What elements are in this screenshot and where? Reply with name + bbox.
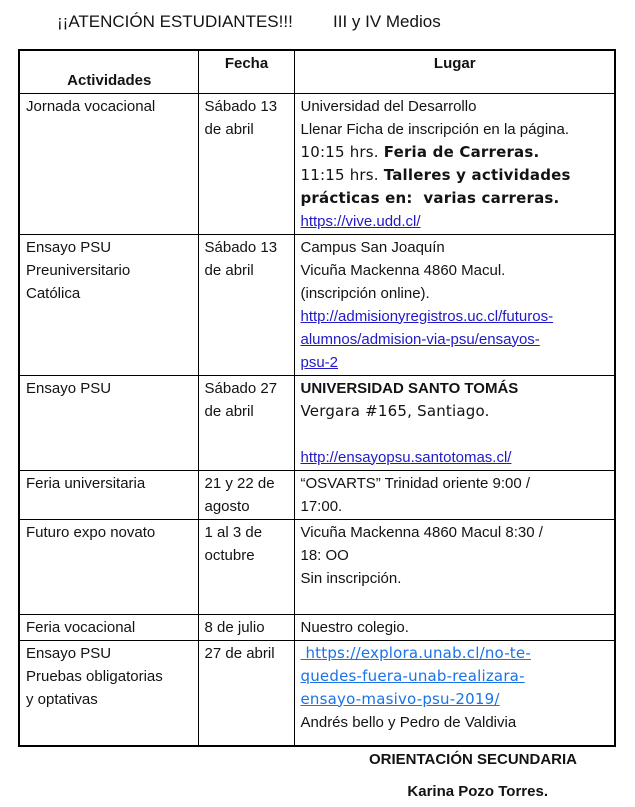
place-line: http://ensayopsu.santotomas.cl/ [301, 446, 610, 469]
footer-author: Karina Pozo Torres. [407, 783, 548, 800]
text-span: 11:15 hrs. [300, 165, 384, 184]
place-cell: UNIVERSIDAD SANTO TOMÁS Vergara #165, San… [293, 374, 616, 471]
text-span: Talleres y actividades prácticas en: var… [300, 165, 571, 207]
date-cell: 21 y 22 de agosto [197, 469, 295, 520]
place-line: UNIVERSIDAD SANTO TOMÁS [301, 377, 610, 400]
place-cell: “OSVARTS” Trinidad oriente 9:00 / 17:00. [293, 469, 616, 520]
table-row: Ensayo PSU Sábado 27 de abril UNIVERSIDAD … [18, 374, 616, 471]
activity-cell: Ensayo PSU Pruebas obligatorias y optati… [18, 639, 199, 747]
table-row: Futuro expo novato 1 al 3 de octubre Vicuñ… [18, 518, 616, 615]
place-line: Vicuña Mackenna 4860 Macul. [301, 259, 610, 282]
text-span: Vergara #165, Santiago. [300, 401, 490, 420]
place-cell: Universidad del Desarrollo Llenar Ficha d… [293, 92, 616, 235]
hyperlink[interactable]: http://ensayopsu.santotomas.cl/ [300, 448, 512, 466]
text-span: Vicuña Mackenna 4860 Macul. [300, 261, 506, 279]
header-lugar: Lugar [293, 49, 616, 94]
place-line: 10:15 hrs. Feria de Carreras. [301, 141, 610, 164]
place-line: Llenar Ficha de inscripción en la página… [301, 118, 610, 141]
page-title: ¡¡ATENCIÓN ESTUDIANTES!!! III y IV Medio… [57, 11, 441, 32]
place-cell: Campus San Joaquín Vicuña Mackenna 4860 M… [293, 233, 616, 376]
title-grades: III y IV Medios [333, 12, 441, 31]
date-cell: 27 de abril [197, 639, 295, 747]
place-line: Nuestro colegio. [301, 616, 610, 639]
table-row: Feria vocacional 8 de julio Nuestro colegi… [18, 613, 616, 641]
hyperlink[interactable]: https://explora.unab.cl/no-te- quedes-fu… [300, 643, 531, 708]
activity-cell: Futuro expo novato [18, 518, 199, 615]
activity-cell: Jornada vocacional [18, 92, 199, 235]
place-line: Universidad del Desarrollo [301, 95, 610, 118]
place-line [301, 423, 610, 446]
table-row: Ensayo PSU Pruebas obligatorias y optati… [18, 639, 616, 747]
place-line: “OSVARTS” Trinidad oriente 9:00 / 17:00. [301, 472, 610, 518]
text-span: (inscripción online). [300, 284, 430, 302]
activity-cell: Ensayo PSU [18, 374, 199, 471]
place-cell: https://explora.unab.cl/no-te- quedes-fu… [293, 639, 616, 747]
text-span: Sin inscripción. [300, 569, 402, 587]
place-line: http://admisionyregistros.uc.cl/futuros-… [301, 305, 610, 374]
date-cell: Sábado 27 de abril [197, 374, 295, 471]
text-span: Nuestro colegio. [300, 618, 409, 636]
activities-table: Actividades Fecha Lugar Jornada vocacion… [18, 49, 616, 747]
place-cell: Nuestro colegio. [293, 613, 616, 641]
text-span: 10:15 hrs. [300, 142, 384, 161]
table-row: Jornada vocacional Sábado 13 de abril Univ… [18, 92, 616, 235]
text-span: UNIVERSIDAD SANTO TOMÁS [300, 379, 519, 397]
date-cell: 1 al 3 de octubre [197, 518, 295, 615]
table-header-row: Actividades Fecha Lugar [18, 49, 616, 94]
header-fecha: Fecha [197, 49, 295, 94]
place-line: https://explora.unab.cl/no-te- quedes-fu… [301, 642, 610, 711]
place-cell: Vicuña Mackenna 4860 Macul 8:30 / 18: OO… [293, 518, 616, 615]
place-line: Vicuña Mackenna 4860 Macul 8:30 / 18: OO [301, 521, 610, 567]
place-line: https://vive.udd.cl/ [301, 210, 610, 233]
text-span: Vicuña Mackenna 4860 Macul 8:30 / 18: OO [300, 523, 543, 564]
text-span: Feria de Carreras. [383, 142, 540, 161]
text-span: Andrés bello y Pedro de Valdivia [300, 713, 517, 731]
place-line: 11:15 hrs. Talleres y actividades prácti… [301, 164, 610, 210]
date-cell: 8 de julio [197, 613, 295, 641]
header-actividades: Actividades [18, 49, 199, 94]
hyperlink[interactable]: http://admisionyregistros.uc.cl/futuros-… [300, 307, 554, 371]
table-body: Jornada vocacional Sábado 13 de abril Univ… [18, 92, 616, 747]
text-span: Universidad del Desarrollo [300, 97, 477, 115]
activity-cell: Ensayo PSU Preuniversitario Católica [18, 233, 199, 376]
text-span: “OSVARTS” Trinidad oriente 9:00 / 17:00. [300, 474, 531, 515]
date-cell: Sábado 13 de abril [197, 233, 295, 376]
date-cell: Sábado 13 de abril [197, 92, 295, 235]
place-line: Andrés bello y Pedro de Valdivia [301, 711, 610, 734]
title-attention: ¡¡ATENCIÓN ESTUDIANTES!!! [57, 12, 293, 31]
place-line: Sin inscripción. [301, 567, 610, 590]
activity-cell: Feria vocacional [18, 613, 199, 641]
place-line: Vergara #165, Santiago. [301, 400, 610, 423]
footer-orientation: ORIENTACIÓN SECUNDARIA [368, 751, 577, 768]
place-line: Campus San Joaquín [301, 236, 610, 259]
text-span: Llenar Ficha de inscripción en la página… [300, 120, 570, 138]
hyperlink[interactable]: https://vive.udd.cl/ [300, 212, 421, 230]
place-line: (inscripción online). [301, 282, 610, 305]
table-row: Ensayo PSU Preuniversitario Católica Sába… [18, 233, 616, 376]
table-row: Feria universitaria 21 y 22 de agosto “OSV… [18, 469, 616, 520]
activity-cell: Feria universitaria [18, 469, 199, 520]
text-span: Campus San Joaquín [300, 238, 445, 256]
